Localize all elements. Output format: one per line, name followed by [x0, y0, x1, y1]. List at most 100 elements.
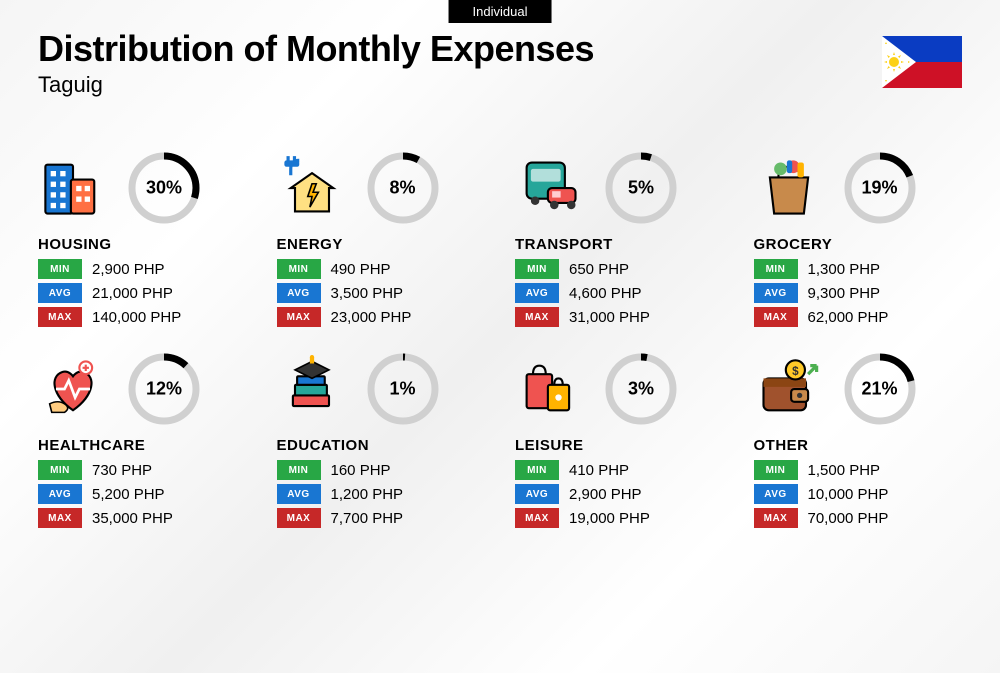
min-value: 730 PHP: [92, 462, 152, 479]
category-name: OTHER: [754, 437, 963, 454]
category-name: TRANSPORT: [515, 236, 724, 253]
max-value: 7,700 PHP: [331, 510, 404, 527]
stat-avg: AVG 4,600 PHP: [515, 283, 724, 303]
stat-avg: AVG 5,200 PHP: [38, 484, 247, 504]
max-value: 31,000 PHP: [569, 309, 650, 326]
avg-badge: AVG: [277, 283, 321, 303]
min-value: 1,300 PHP: [808, 261, 881, 278]
stat-avg: AVG 2,900 PHP: [515, 484, 724, 504]
min-badge: MIN: [38, 460, 82, 480]
expense-card: 12% HEALTHCARE MIN 730 PHP AVG 5,200 PHP…: [38, 351, 247, 532]
avg-badge: AVG: [277, 484, 321, 504]
expense-card: 5% TRANSPORT MIN 650 PHP AVG 4,600 PHP M…: [515, 150, 724, 331]
category-name: LEISURE: [515, 437, 724, 454]
philippines-flag-icon: [882, 36, 962, 88]
max-badge: MAX: [277, 508, 321, 528]
avg-value: 2,900 PHP: [569, 486, 642, 503]
avg-value: 4,600 PHP: [569, 285, 642, 302]
stat-max: MAX 62,000 PHP: [754, 307, 963, 327]
max-value: 62,000 PHP: [808, 309, 889, 326]
stat-min: MIN 160 PHP: [277, 460, 486, 480]
avg-badge: AVG: [754, 283, 798, 303]
avg-value: 10,000 PHP: [808, 486, 889, 503]
avg-value: 3,500 PHP: [331, 285, 404, 302]
stat-avg: AVG 3,500 PHP: [277, 283, 486, 303]
stat-max: MAX 140,000 PHP: [38, 307, 247, 327]
min-badge: MIN: [38, 259, 82, 279]
max-value: 140,000 PHP: [92, 309, 181, 326]
min-badge: MIN: [754, 259, 798, 279]
tab-individual: Individual: [449, 0, 552, 23]
page-title: Distribution of Monthly Expenses: [38, 28, 962, 70]
min-badge: MIN: [515, 460, 559, 480]
max-badge: MAX: [38, 307, 82, 327]
min-value: 650 PHP: [569, 261, 629, 278]
wallet-icon: $: [754, 354, 824, 424]
page-subtitle: Taguig: [38, 72, 962, 98]
stat-min: MIN 410 PHP: [515, 460, 724, 480]
stat-max: MAX 31,000 PHP: [515, 307, 724, 327]
max-value: 70,000 PHP: [808, 510, 889, 527]
min-badge: MIN: [515, 259, 559, 279]
category-name: HOUSING: [38, 236, 247, 253]
percent-value: 19%: [861, 178, 897, 199]
avg-badge: AVG: [754, 484, 798, 504]
expense-card: 3% LEISURE MIN 410 PHP AVG 2,900 PHP MAX…: [515, 351, 724, 532]
expense-grid: 30% HOUSING MIN 2,900 PHP AVG 21,000 PHP…: [38, 150, 962, 532]
education-icon: [277, 354, 347, 424]
max-badge: MAX: [754, 508, 798, 528]
category-name: GROCERY: [754, 236, 963, 253]
percent-donut: 1%: [365, 351, 441, 427]
min-value: 160 PHP: [331, 462, 391, 479]
percent-donut: 3%: [603, 351, 679, 427]
min-badge: MIN: [754, 460, 798, 480]
expense-card: 19% GROCERY MIN 1,300 PHP AVG 9,300 PHP …: [754, 150, 963, 331]
percent-donut: 30%: [126, 150, 202, 226]
min-value: 2,900 PHP: [92, 261, 165, 278]
stat-max: MAX 19,000 PHP: [515, 508, 724, 528]
percent-donut: 8%: [365, 150, 441, 226]
expense-card: 8% ENERGY MIN 490 PHP AVG 3,500 PHP MAX …: [277, 150, 486, 331]
max-badge: MAX: [515, 508, 559, 528]
energy-icon: [277, 153, 347, 223]
healthcare-icon: [38, 354, 108, 424]
max-value: 35,000 PHP: [92, 510, 173, 527]
transport-icon: [515, 153, 585, 223]
svg-text:$: $: [792, 365, 799, 378]
percent-value: 5%: [628, 178, 654, 199]
max-badge: MAX: [277, 307, 321, 327]
percent-value: 3%: [628, 379, 654, 400]
avg-badge: AVG: [515, 484, 559, 504]
buildings-icon: [38, 153, 108, 223]
avg-badge: AVG: [515, 283, 559, 303]
header: Distribution of Monthly Expenses Taguig: [38, 28, 962, 98]
min-badge: MIN: [277, 259, 321, 279]
expense-card: 30% HOUSING MIN 2,900 PHP AVG 21,000 PHP…: [38, 150, 247, 331]
grocery-icon: [754, 153, 824, 223]
max-value: 19,000 PHP: [569, 510, 650, 527]
max-badge: MAX: [38, 508, 82, 528]
min-badge: MIN: [277, 460, 321, 480]
stat-avg: AVG 21,000 PHP: [38, 283, 247, 303]
avg-badge: AVG: [38, 484, 82, 504]
percent-donut: 12%: [126, 351, 202, 427]
avg-value: 9,300 PHP: [808, 285, 881, 302]
category-name: ENERGY: [277, 236, 486, 253]
min-value: 1,500 PHP: [808, 462, 881, 479]
category-name: HEALTHCARE: [38, 437, 247, 454]
avg-value: 5,200 PHP: [92, 486, 165, 503]
stat-avg: AVG 10,000 PHP: [754, 484, 963, 504]
max-badge: MAX: [515, 307, 559, 327]
expense-card: 1% EDUCATION MIN 160 PHP AVG 1,200 PHP M…: [277, 351, 486, 532]
leisure-icon: [515, 354, 585, 424]
stat-min: MIN 1,500 PHP: [754, 460, 963, 480]
stat-avg: AVG 1,200 PHP: [277, 484, 486, 504]
stat-max: MAX 23,000 PHP: [277, 307, 486, 327]
min-value: 490 PHP: [331, 261, 391, 278]
stat-min: MIN 650 PHP: [515, 259, 724, 279]
stat-max: MAX 7,700 PHP: [277, 508, 486, 528]
stat-max: MAX 35,000 PHP: [38, 508, 247, 528]
avg-badge: AVG: [38, 283, 82, 303]
category-name: EDUCATION: [277, 437, 486, 454]
max-value: 23,000 PHP: [331, 309, 412, 326]
